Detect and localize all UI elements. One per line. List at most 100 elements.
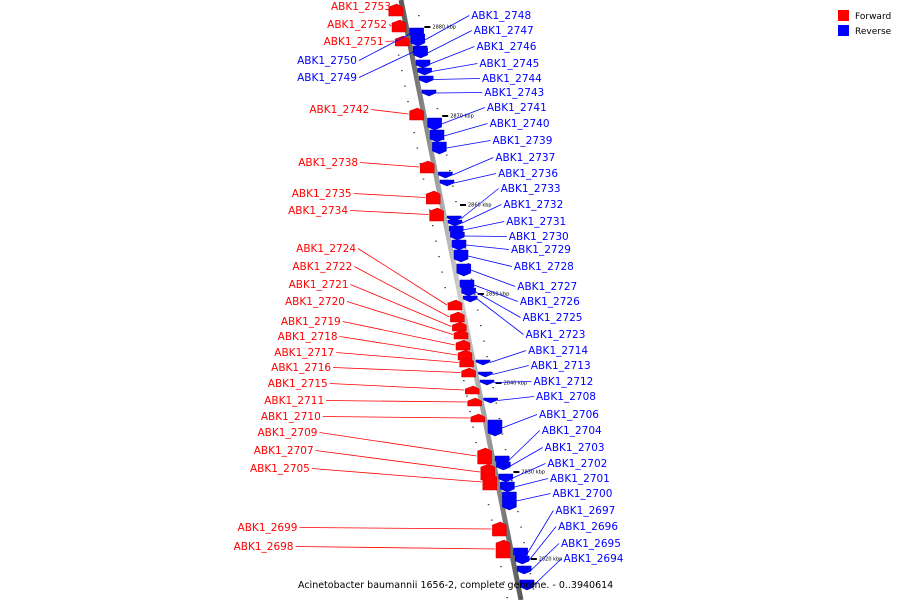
reverse-gene-arrow[interactable] xyxy=(438,171,453,179)
reverse-gene-arrow[interactable] xyxy=(502,491,517,511)
reverse-gene-label[interactable]: ABK1_2748 xyxy=(471,10,531,22)
forward-gene-label[interactable]: ABK1_2721 xyxy=(289,279,349,291)
reverse-gene-label[interactable]: ABK1_2732 xyxy=(503,199,563,211)
reverse-gene-arrow[interactable] xyxy=(478,371,493,378)
forward-gene-arrow[interactable] xyxy=(470,413,486,423)
forward-gene-arrow[interactable] xyxy=(455,339,471,351)
forward-gene-arrow[interactable] xyxy=(453,329,469,340)
forward-gene-label[interactable]: ABK1_2699 xyxy=(238,522,298,534)
reverse-gene-label[interactable]: ABK1_2695 xyxy=(561,538,621,550)
forward-gene-arrow[interactable] xyxy=(467,397,482,407)
reverse-gene-arrow[interactable] xyxy=(462,295,478,303)
reverse-gene-label[interactable]: ABK1_2750 xyxy=(297,55,357,67)
forward-gene-arrow[interactable] xyxy=(464,385,480,395)
reverse-gene-label[interactable]: ABK1_2712 xyxy=(533,376,593,388)
reverse-gene-arrow[interactable] xyxy=(479,379,495,386)
reverse-gene-arrow[interactable] xyxy=(514,555,530,565)
reverse-gene-arrow[interactable] xyxy=(519,579,535,591)
forward-gene-arrow[interactable] xyxy=(391,19,407,33)
reverse-gene-arrow[interactable] xyxy=(500,481,515,493)
forward-gene-label[interactable]: ABK1_2738 xyxy=(298,157,358,169)
reverse-gene-arrow[interactable] xyxy=(427,117,442,131)
reverse-gene-arrow[interactable] xyxy=(417,67,432,76)
forward-gene-arrow[interactable] xyxy=(425,190,441,205)
reverse-gene-label[interactable]: ABK1_2749 xyxy=(297,72,357,84)
forward-gene-label[interactable]: ABK1_2720 xyxy=(285,296,345,308)
reverse-gene-arrow[interactable] xyxy=(456,263,472,277)
reverse-gene-arrow[interactable] xyxy=(432,141,447,155)
reverse-gene-label[interactable]: ABK1_2747 xyxy=(474,25,534,37)
reverse-gene-arrow[interactable] xyxy=(413,47,428,59)
reverse-gene-label[interactable]: ABK1_2740 xyxy=(490,118,550,130)
forward-gene-label[interactable]: ABK1_2719 xyxy=(281,316,341,328)
reverse-gene-label[interactable]: ABK1_2694 xyxy=(564,553,624,565)
forward-gene-arrow[interactable] xyxy=(492,521,507,537)
forward-gene-arrow[interactable] xyxy=(388,3,404,17)
reverse-gene-label[interactable]: ABK1_2737 xyxy=(495,152,555,164)
reverse-gene-arrow[interactable] xyxy=(461,287,476,297)
reverse-gene-label[interactable]: ABK1_2704 xyxy=(542,425,602,437)
reverse-gene-label[interactable]: ABK1_2741 xyxy=(487,102,547,114)
reverse-gene-label[interactable]: ABK1_2736 xyxy=(498,168,558,180)
reverse-gene-arrow[interactable] xyxy=(418,75,434,84)
reverse-gene-label[interactable]: ABK1_2745 xyxy=(479,58,539,70)
reverse-gene-arrow[interactable] xyxy=(415,59,431,69)
forward-gene-arrow[interactable] xyxy=(461,367,476,378)
reverse-gene-label[interactable]: ABK1_2726 xyxy=(520,296,580,308)
reverse-gene-arrow[interactable] xyxy=(450,231,465,241)
forward-gene-arrow[interactable] xyxy=(495,539,511,559)
reverse-gene-arrow[interactable] xyxy=(429,129,445,143)
reverse-gene-label[interactable]: ABK1_2713 xyxy=(531,360,591,372)
forward-gene-label[interactable]: ABK1_2711 xyxy=(264,395,324,407)
reverse-gene-label[interactable]: ABK1_2733 xyxy=(501,183,561,195)
reverse-gene-label[interactable]: ABK1_2744 xyxy=(482,73,542,85)
forward-gene-arrow[interactable] xyxy=(419,160,435,174)
forward-gene-label[interactable]: ABK1_2698 xyxy=(234,541,294,553)
reverse-gene-arrow[interactable] xyxy=(498,473,514,483)
reverse-gene-label[interactable]: ABK1_2725 xyxy=(523,312,583,324)
reverse-gene-arrow[interactable] xyxy=(410,33,426,47)
reverse-gene-label[interactable]: ABK1_2703 xyxy=(545,442,605,454)
forward-gene-arrow[interactable] xyxy=(457,349,473,361)
forward-gene-label[interactable]: ABK1_2705 xyxy=(250,463,310,475)
reverse-gene-label[interactable]: ABK1_2702 xyxy=(547,458,607,470)
forward-gene-arrow[interactable] xyxy=(477,447,492,465)
reverse-gene-arrow[interactable] xyxy=(483,397,498,404)
reverse-gene-label[interactable]: ABK1_2728 xyxy=(514,261,574,273)
forward-gene-label[interactable]: ABK1_2735 xyxy=(292,188,352,200)
reverse-gene-arrow[interactable] xyxy=(439,179,455,187)
forward-gene-label[interactable]: ABK1_2716 xyxy=(271,362,331,374)
forward-gene-arrow[interactable] xyxy=(429,207,444,222)
reverse-gene-label[interactable]: ABK1_2714 xyxy=(528,345,588,357)
forward-gene-label[interactable]: ABK1_2722 xyxy=(292,261,352,273)
reverse-gene-arrow[interactable] xyxy=(496,461,511,471)
reverse-gene-label[interactable]: ABK1_2697 xyxy=(555,505,615,517)
forward-gene-arrow[interactable] xyxy=(409,107,424,121)
forward-gene-label[interactable]: ABK1_2742 xyxy=(309,104,369,116)
reverse-gene-label[interactable]: ABK1_2743 xyxy=(484,87,544,99)
reverse-gene-arrow[interactable] xyxy=(446,215,462,222)
reverse-gene-label[interactable]: ABK1_2696 xyxy=(558,521,618,533)
reverse-gene-label[interactable]: ABK1_2746 xyxy=(477,41,537,53)
reverse-gene-arrow[interactable] xyxy=(447,219,463,227)
reverse-gene-label[interactable]: ABK1_2701 xyxy=(550,473,610,485)
forward-gene-arrow[interactable] xyxy=(452,321,467,332)
reverse-gene-arrow[interactable] xyxy=(453,249,469,263)
reverse-gene-label[interactable]: ABK1_2739 xyxy=(492,135,552,147)
reverse-gene-arrow[interactable] xyxy=(475,359,491,366)
forward-gene-label[interactable]: ABK1_2710 xyxy=(261,411,321,423)
forward-gene-arrow[interactable] xyxy=(447,299,463,311)
forward-gene-label[interactable]: ABK1_2724 xyxy=(296,243,356,255)
reverse-gene-label[interactable]: ABK1_2708 xyxy=(536,391,596,403)
forward-gene-arrow[interactable] xyxy=(450,311,465,323)
forward-gene-label[interactable]: ABK1_2709 xyxy=(258,427,318,439)
forward-gene-label[interactable]: ABK1_2717 xyxy=(274,347,334,359)
forward-gene-label[interactable]: ABK1_2734 xyxy=(288,205,348,217)
reverse-gene-label[interactable]: ABK1_2700 xyxy=(552,488,612,500)
reverse-gene-label[interactable]: ABK1_2731 xyxy=(506,216,566,228)
forward-gene-arrow[interactable] xyxy=(394,35,410,47)
reverse-gene-label[interactable]: ABK1_2729 xyxy=(511,244,571,256)
reverse-gene-arrow[interactable] xyxy=(451,239,467,251)
reverse-gene-label[interactable]: ABK1_2730 xyxy=(509,231,569,243)
reverse-gene-arrow[interactable] xyxy=(516,565,532,575)
